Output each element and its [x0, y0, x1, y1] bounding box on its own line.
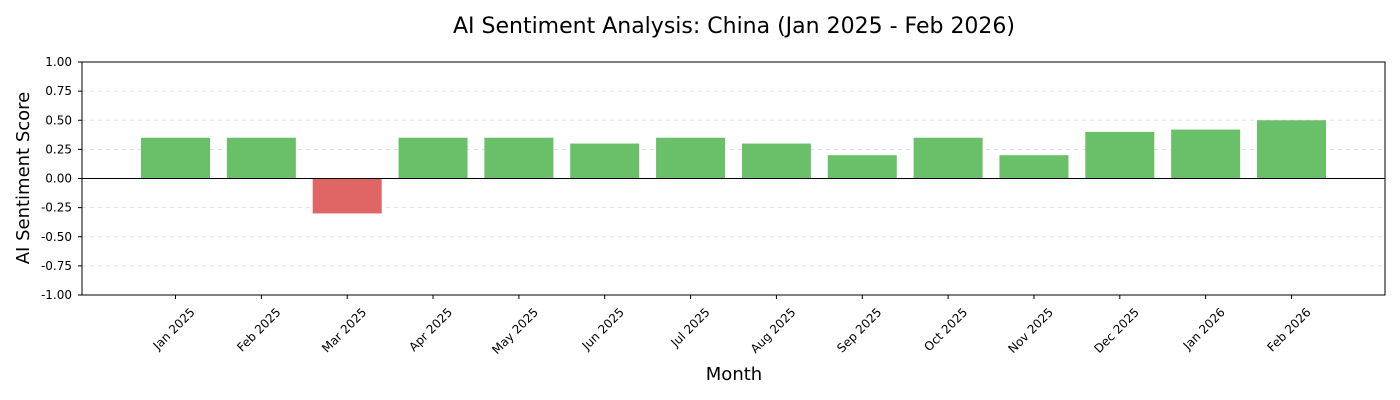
bar: [312, 178, 382, 214]
x-tick-label: Jun 2025: [579, 305, 627, 353]
y-tick-label: 0.75: [45, 84, 72, 98]
x-tick-label: Jul 2025: [668, 305, 713, 350]
bar: [398, 137, 468, 179]
y-tick-label: 1.00: [45, 55, 72, 69]
chart-title: AI Sentiment Analysis: China (Jan 2025 -…: [453, 14, 1015, 39]
bar: [1085, 131, 1155, 179]
grid-lines: [82, 90, 1385, 267]
bar: [226, 137, 296, 179]
y-tick-label: -0.25: [41, 201, 72, 215]
bar: [484, 137, 554, 179]
x-tick-label: Oct 2025: [921, 305, 970, 354]
bar: [570, 143, 640, 179]
x-tick-label: Feb 2025: [234, 305, 283, 354]
x-tick-label: Apr 2025: [406, 305, 455, 354]
y-axis: 1.00 0.75 0.50 0.25 0.00 -0.25 -0.50 -0.75 -1.00: [41, 55, 82, 302]
bar: [913, 137, 983, 179]
x-tick-label: May 2025: [489, 305, 541, 357]
x-tick-label: Nov 2025: [1005, 305, 1056, 356]
bar: [656, 137, 726, 179]
y-tick-label: 0.00: [45, 172, 72, 186]
x-tick-label: Sep 2025: [834, 305, 884, 355]
y-axis-label: AI Sentiment Score: [13, 92, 34, 265]
y-tick-label: -1.00: [41, 288, 72, 302]
x-axis: Jan 2025 Feb 2025 Mar 2025 Apr 2025 May 2025…: [150, 295, 1314, 357]
bar: [141, 137, 210, 179]
x-tick-label: Mar 2025: [319, 305, 369, 355]
y-tick-label: 0.50: [45, 113, 72, 127]
y-tick-label: -0.75: [41, 259, 72, 273]
x-tick-label: Dec 2025: [1091, 305, 1142, 356]
x-tick-label: Feb 2026: [1264, 305, 1313, 354]
bar: [999, 155, 1069, 179]
bar: [827, 155, 897, 179]
x-axis-label: Month: [706, 364, 762, 385]
y-tick-label: -0.50: [41, 230, 72, 244]
bar: [1171, 129, 1241, 179]
x-tick-label: Aug 2025: [748, 305, 799, 356]
x-tick-label: Jan 2025: [150, 305, 198, 353]
x-tick-label: Jan 2026: [1180, 305, 1228, 353]
bars: [141, 120, 1326, 214]
bar: [1257, 120, 1326, 179]
bar: [741, 143, 811, 179]
y-tick-label: 0.25: [45, 142, 72, 156]
